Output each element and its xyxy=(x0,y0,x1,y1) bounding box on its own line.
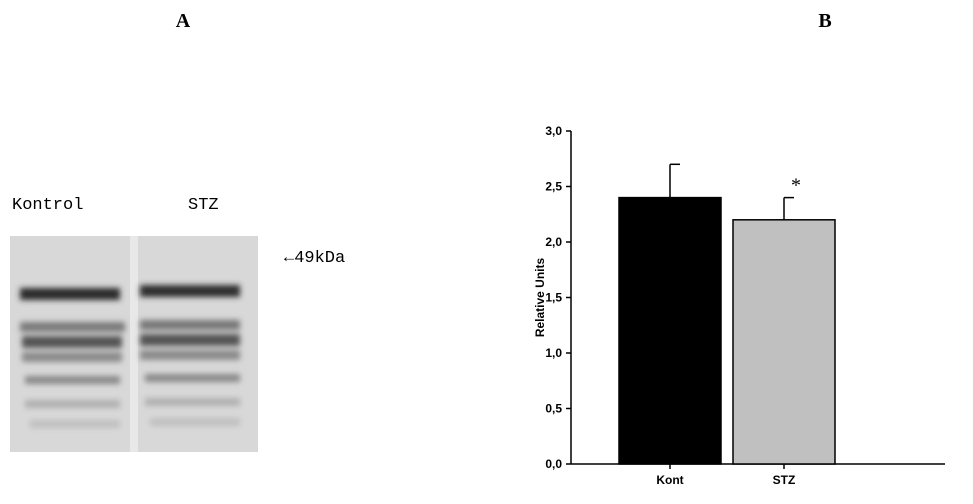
lane-label: STZ xyxy=(188,196,219,215)
y-tick-label: 0,5 xyxy=(545,402,562,416)
y-axis-label: Relative Units xyxy=(533,257,547,337)
bar xyxy=(733,220,835,464)
x-tick-label: STZ xyxy=(773,473,796,487)
bar-chart: 0,0 0,5 1,0 1,5 2,0 2,5 3,0 Relative Units Kont S… xyxy=(533,124,945,487)
marker-label: ←49kDa xyxy=(284,249,345,268)
y-tick-label: 1,5 xyxy=(545,291,562,305)
y-tick-label: 1,0 xyxy=(545,346,562,360)
bar xyxy=(619,198,721,464)
y-tick-label: 2,5 xyxy=(545,180,562,194)
y-tick-label: 2,0 xyxy=(545,235,562,249)
figure: A B Kontrol STZ ←49kDa 0,0 0,5 1,0 1,5 2,0 2,… xyxy=(0,0,973,504)
panel-label: B xyxy=(818,10,831,32)
x-tick-label: Kont xyxy=(656,473,683,487)
significance-marker: * xyxy=(791,175,801,197)
blot-image xyxy=(10,236,258,452)
y-tick-label: 0,0 xyxy=(545,457,562,471)
y-tick-label: 3,0 xyxy=(545,124,562,138)
lane-label: Kontrol xyxy=(12,196,83,215)
panel-label: A xyxy=(176,10,191,32)
